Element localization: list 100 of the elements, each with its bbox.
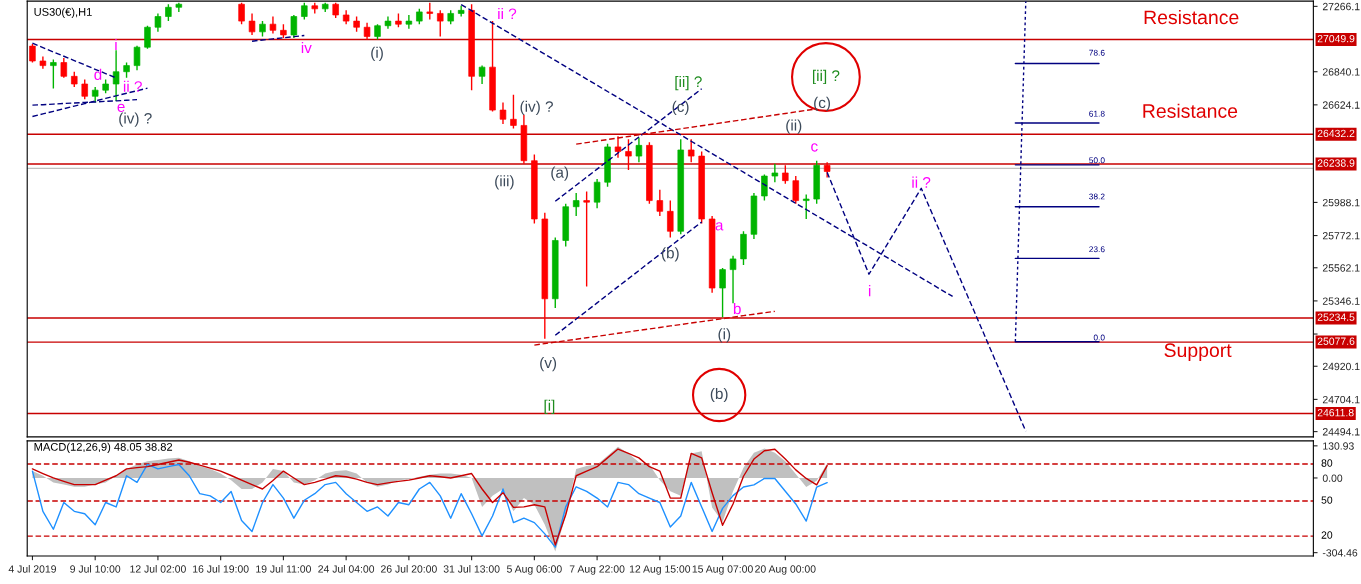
text: 80 bbox=[1321, 459, 1333, 467]
ref-line-label: 24611.8 bbox=[1317, 408, 1354, 417]
annotation: i bbox=[115, 38, 117, 50]
x-tick-label: 19 Jul 11:00 bbox=[256, 565, 311, 573]
candlestick bbox=[499, 101, 507, 125]
candlestick bbox=[248, 12, 256, 36]
candlestick bbox=[625, 138, 632, 171]
annotation: ii ? bbox=[912, 176, 931, 188]
candlestick bbox=[144, 25, 151, 50]
x-tick-label: 16 Jul 19:00 bbox=[193, 565, 249, 573]
annotation: ii ? bbox=[498, 7, 517, 20]
candlestick bbox=[457, 5, 465, 18]
candlestick bbox=[656, 189, 664, 217]
annotation: e bbox=[117, 103, 125, 113]
annotation: d bbox=[94, 68, 102, 80]
x-tick-label: 4 Jul 2019 bbox=[8, 565, 56, 573]
annotation: (b) bbox=[710, 387, 728, 403]
ref-line-label: 26432.2 bbox=[1317, 129, 1355, 138]
annotation: a bbox=[715, 222, 724, 231]
chart-title: MACD(12,26,9) 48.05 38.82 bbox=[34, 442, 173, 453]
annotation: 23.6 bbox=[1089, 246, 1105, 253]
annotation: (iv) ? bbox=[119, 112, 152, 127]
candlestick bbox=[667, 199, 674, 239]
candlestick bbox=[593, 178, 601, 209]
y-tick-label: 26624.1 bbox=[1322, 101, 1360, 109]
candlestick bbox=[771, 163, 779, 183]
y-tick-label: 25346.1 bbox=[1322, 297, 1360, 305]
annotation: (i) bbox=[718, 328, 731, 343]
candlestick bbox=[635, 137, 643, 163]
candlestick bbox=[583, 190, 590, 288]
candlestick bbox=[29, 43, 36, 64]
annotation: (iii) bbox=[495, 175, 514, 190]
annotation: (b) bbox=[661, 247, 679, 262]
annotation: [ii] ? bbox=[675, 75, 702, 91]
annotation: Resistance bbox=[1143, 103, 1238, 118]
candlestick bbox=[133, 44, 141, 71]
annotation: (i) bbox=[371, 46, 383, 61]
candlestick bbox=[572, 192, 580, 217]
candlestick bbox=[60, 57, 68, 79]
x-tick-label: 15 Aug 07:00 bbox=[692, 565, 753, 575]
y-tick-label: 25562.1 bbox=[1322, 264, 1360, 272]
x-tick-label: 9 Jul 10:00 bbox=[70, 565, 121, 573]
x-tick-label: 7 Aug 22:00 bbox=[569, 565, 625, 575]
y-tick-label: 24704.1 bbox=[1322, 395, 1360, 404]
annotation: 38.2 bbox=[1089, 193, 1105, 200]
candlestick bbox=[719, 267, 726, 318]
candlestick bbox=[81, 78, 88, 101]
ref-line-label: 25234.5 bbox=[1317, 313, 1355, 321]
annotation: 61.8 bbox=[1089, 110, 1105, 117]
x-tick-label: 31 Jul 13:00 bbox=[443, 565, 500, 573]
text: US30(€),H1 bbox=[34, 7, 92, 19]
ref-line-label: 27049.9 bbox=[1317, 34, 1355, 43]
y-tick-label: 0.00 bbox=[1322, 474, 1343, 482]
annotation: (v) bbox=[540, 356, 557, 372]
candlestick bbox=[437, 9, 444, 38]
candlestick bbox=[238, 2, 245, 25]
text: 20 bbox=[1321, 531, 1333, 539]
annotation: (ii) bbox=[786, 119, 802, 134]
line-series bbox=[31, 463, 828, 548]
annotation: iv bbox=[301, 41, 312, 54]
candlestick bbox=[405, 14, 413, 30]
annotation: b bbox=[733, 302, 741, 315]
text: 50 bbox=[1321, 496, 1333, 504]
x-tick-label: 24 Jul 04:00 bbox=[318, 565, 375, 573]
y-tick-label: 25772.1 bbox=[1322, 232, 1360, 240]
annotation: ii ? bbox=[123, 80, 142, 92]
candlestick bbox=[729, 255, 737, 305]
annotation: (c) bbox=[672, 100, 689, 116]
annotation: (c) bbox=[814, 96, 831, 112]
y-tick-label: 26840.1 bbox=[1322, 68, 1360, 76]
ref-line-label: 25077.6 bbox=[1317, 337, 1355, 345]
ref-line-label: 26238.9 bbox=[1317, 159, 1355, 167]
annotation: (a) bbox=[551, 166, 569, 181]
annotation: i bbox=[868, 285, 871, 297]
annotation: Support bbox=[1164, 343, 1232, 361]
candlestick bbox=[112, 49, 120, 102]
candlestick bbox=[761, 173, 768, 202]
y-tick-label: 27266.1 bbox=[1322, 2, 1360, 11]
x-tick-label: 12 Aug 15:00 bbox=[629, 565, 691, 575]
candlestick bbox=[614, 135, 622, 159]
annotation: [i] bbox=[544, 399, 555, 414]
annotation: [ii] ? bbox=[813, 69, 840, 85]
candlestick bbox=[792, 175, 799, 205]
candlestick bbox=[50, 58, 57, 90]
y-tick-label: 24920.1 bbox=[1322, 362, 1360, 371]
x-tick-label: 12 Jul 02:00 bbox=[130, 565, 186, 573]
annotation: c bbox=[811, 143, 818, 152]
annotation: (iv) ? bbox=[520, 100, 553, 116]
annotation: 0.0 bbox=[1093, 334, 1105, 341]
annotation: Resistance bbox=[1144, 9, 1239, 25]
x-tick-label: 20 Aug 00:00 bbox=[755, 565, 816, 575]
y-tick-label: -304.46 bbox=[1322, 549, 1358, 557]
candlestick bbox=[290, 14, 298, 39]
candlestick bbox=[803, 193, 810, 220]
candlestick bbox=[154, 12, 162, 33]
annotation: 50.0 bbox=[1089, 157, 1105, 164]
candlestick bbox=[687, 138, 695, 163]
annotation: 78.6 bbox=[1089, 49, 1105, 56]
y-tick-label: 130.93 bbox=[1323, 442, 1354, 450]
candlestick bbox=[510, 94, 517, 130]
